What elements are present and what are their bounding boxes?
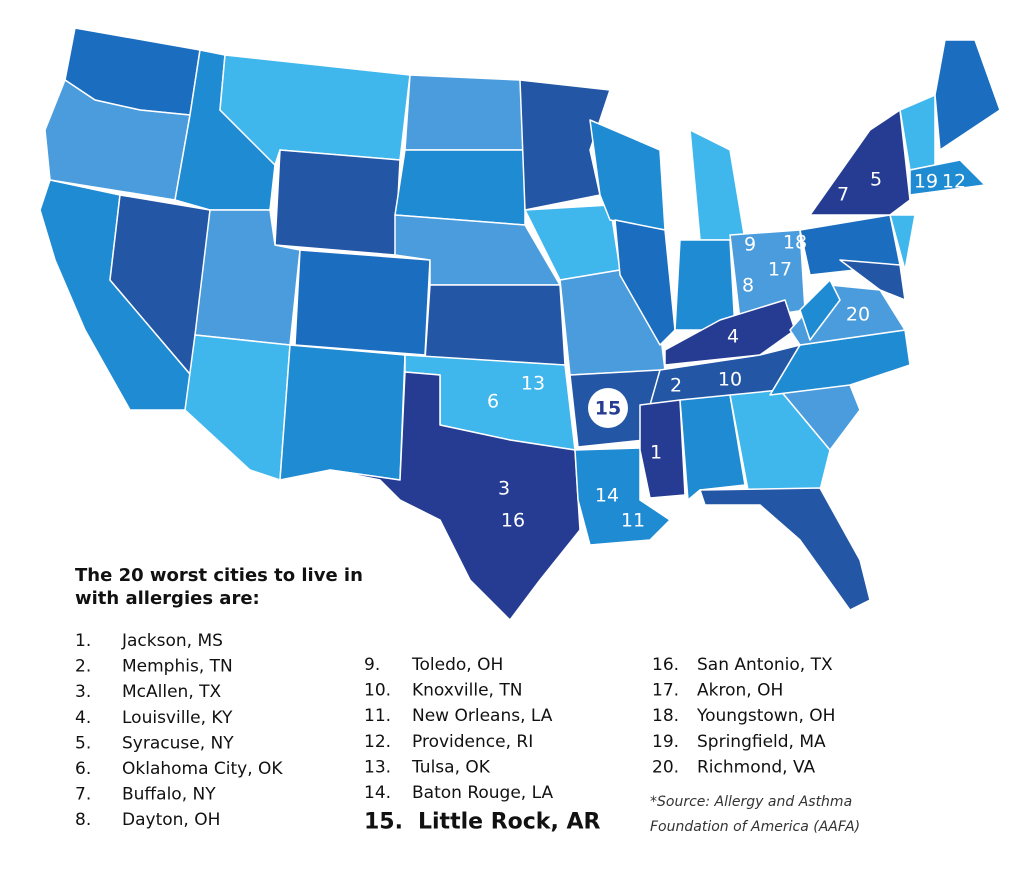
city-rank: 20. <box>652 757 679 777</box>
highlight-marker <box>588 388 628 428</box>
city-name: Dayton, OH <box>122 810 220 830</box>
map-label: 5 <box>870 169 882 191</box>
city-name: Jackson, MS <box>121 631 223 651</box>
city-rank: 19. <box>652 732 679 752</box>
city-name: Oklahoma City, OK <box>122 759 283 779</box>
map-label: 17 <box>768 259 792 281</box>
state <box>519 79 611 211</box>
city-rank: 8. <box>75 810 91 830</box>
city-rank: 3. <box>75 682 91 702</box>
state <box>679 394 746 501</box>
state <box>799 279 841 341</box>
city-name: Knoxville, TN <box>412 681 522 701</box>
city-name: Memphis, TN <box>122 657 233 677</box>
state <box>769 329 911 396</box>
state <box>674 239 736 331</box>
state <box>839 259 906 301</box>
city-rank: 5. <box>75 733 91 753</box>
city-rank: 9. <box>364 655 380 675</box>
map-label: 15 <box>595 398 621 420</box>
state <box>689 129 746 241</box>
state <box>424 284 566 366</box>
city-rank: 14. <box>364 783 391 803</box>
map-label: 8 <box>742 275 754 297</box>
city-name: Baton Rouge, LA <box>412 783 553 803</box>
map-label: 13 <box>521 373 545 395</box>
map-label: 11 <box>621 510 645 532</box>
city-rank: 2. <box>75 657 91 677</box>
state <box>184 334 291 481</box>
city-rank: 12. <box>364 732 391 752</box>
city-rank: 18. <box>652 706 679 726</box>
state <box>699 487 871 611</box>
state <box>404 74 526 151</box>
state <box>574 447 671 546</box>
list-title: with allergies are: <box>75 588 260 609</box>
state <box>394 149 526 226</box>
city-rank: 10. <box>364 681 391 701</box>
state <box>559 269 666 376</box>
city-name: Little Rock, AR <box>418 810 600 835</box>
source-note: *Source: Allergy and Asthma <box>650 794 852 810</box>
city-rank: 11. <box>364 706 391 726</box>
city-name: Youngstown, OH <box>696 706 835 726</box>
city-name: Toledo, OH <box>411 655 503 675</box>
map-label: 14 <box>595 485 619 507</box>
state <box>909 159 986 196</box>
state <box>639 399 686 499</box>
city-rank: 4. <box>75 708 91 728</box>
city-name: Syracuse, NY <box>122 733 234 753</box>
state <box>294 249 431 356</box>
city-name: Tulsa, OK <box>411 757 491 777</box>
map-label: 10 <box>718 369 742 391</box>
city-name: Akron, OH <box>697 681 783 701</box>
city-rank: 6. <box>75 759 91 779</box>
state <box>889 214 916 271</box>
city-rank: 13. <box>364 757 391 777</box>
map-label: 12 <box>942 171 966 193</box>
city-rank: 15. <box>364 810 403 835</box>
city-name: Richmond, VA <box>697 757 816 777</box>
source-note: Foundation of America (AAFA) <box>650 819 860 835</box>
city-name: McAllen, TX <box>122 682 222 702</box>
city-rank: 7. <box>75 785 91 805</box>
state <box>614 219 676 346</box>
map-label: 1 <box>650 442 662 464</box>
state <box>279 344 406 481</box>
map-label: 16 <box>501 510 525 532</box>
map-label: 9 <box>744 234 756 256</box>
map-label: 3 <box>498 478 510 500</box>
map-label: 18 <box>783 232 807 254</box>
state <box>809 109 911 216</box>
state <box>274 149 401 256</box>
city-name: San Antonio, TX <box>697 655 833 675</box>
map-label: 6 <box>487 391 499 413</box>
city-name: New Orleans, LA <box>412 706 553 726</box>
city-name: Louisville, KY <box>122 708 233 728</box>
city-name: Providence, RI <box>412 732 533 752</box>
state <box>329 371 581 621</box>
list-title: The 20 worst cities to live in <box>75 565 363 586</box>
city-rank: 16. <box>652 655 679 675</box>
map-label: 4 <box>727 326 739 348</box>
city-rank: 1. <box>75 631 91 651</box>
map-label: 7 <box>837 184 849 206</box>
city-name: Buffalo, NY <box>122 785 216 805</box>
state <box>934 39 1001 151</box>
city-rank: 17. <box>652 681 679 701</box>
map-label: 2 <box>670 375 682 397</box>
city-name: Springfield, MA <box>697 732 826 752</box>
map-label: 20 <box>846 304 870 326</box>
map-label: 19 <box>914 171 938 193</box>
